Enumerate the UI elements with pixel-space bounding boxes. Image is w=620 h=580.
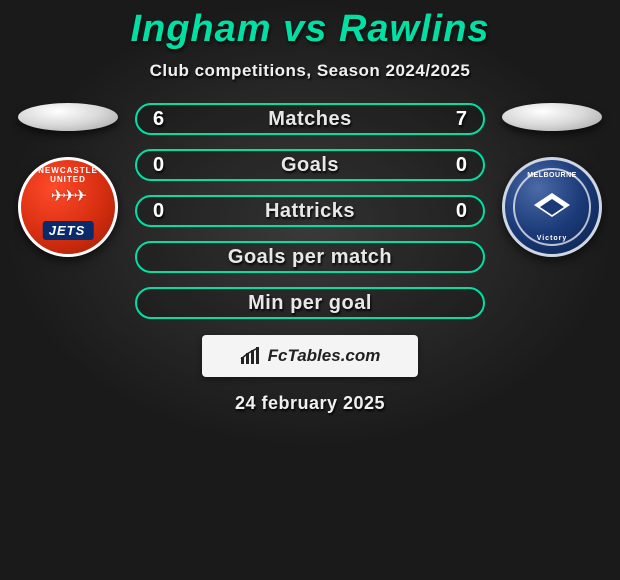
player-silhouette-left [18, 103, 118, 131]
stat-right-value: 0 [443, 154, 467, 177]
stat-row: 0Goals0 [135, 149, 485, 181]
club-badge-left: NEWCASTLE UNITED ✈✈✈ JETS [18, 157, 118, 257]
watermark-label: FcTables.com [268, 346, 381, 366]
stat-row: 6Matches7 [135, 103, 485, 135]
stat-left-value: 0 [153, 200, 177, 223]
badge-left-jets-icon: ✈✈✈ [51, 186, 85, 206]
stat-left-value: 0 [153, 154, 177, 177]
badge-right-arc-top: MELBOURNE [505, 172, 599, 179]
stat-label: Goals [177, 154, 443, 177]
stat-row: Goals per match [135, 241, 485, 273]
page-subtitle: Club competitions, Season 2024/2025 [0, 61, 620, 81]
club-badge-right: MELBOURNE Victory [502, 157, 602, 257]
stat-label: Hattricks [177, 200, 443, 223]
left-player-column: NEWCASTLE UNITED ✈✈✈ JETS [13, 103, 123, 257]
badge-right-arc-bottom: Victory [505, 235, 599, 242]
stat-left-value: 6 [153, 108, 177, 131]
stat-row: Min per goal [135, 287, 485, 319]
stat-label: Goals per match [177, 246, 443, 269]
right-player-column: MELBOURNE Victory [497, 103, 607, 257]
bar-chart-icon [240, 347, 262, 365]
content-row: NEWCASTLE UNITED ✈✈✈ JETS 6Matches70Goal… [0, 103, 620, 319]
badge-left-arc-text: NEWCASTLE UNITED [21, 166, 115, 184]
page-title: Ingham vs Rawlins [0, 0, 620, 51]
stat-label: Matches [177, 108, 443, 131]
source-watermark: FcTables.com [202, 335, 418, 377]
generated-date: 24 february 2025 [0, 393, 620, 414]
badge-left-label: JETS [43, 221, 94, 240]
badge-right-chevron-icon [530, 185, 574, 229]
stats-list: 6Matches70Goals00Hattricks0Goals per mat… [135, 103, 485, 319]
stat-right-value: 7 [443, 108, 467, 131]
comparison-card: Ingham vs Rawlins Club competitions, Sea… [0, 0, 620, 450]
stat-label: Min per goal [177, 292, 443, 315]
stat-row: 0Hattricks0 [135, 195, 485, 227]
stat-right-value: 0 [443, 200, 467, 223]
player-silhouette-right [502, 103, 602, 131]
